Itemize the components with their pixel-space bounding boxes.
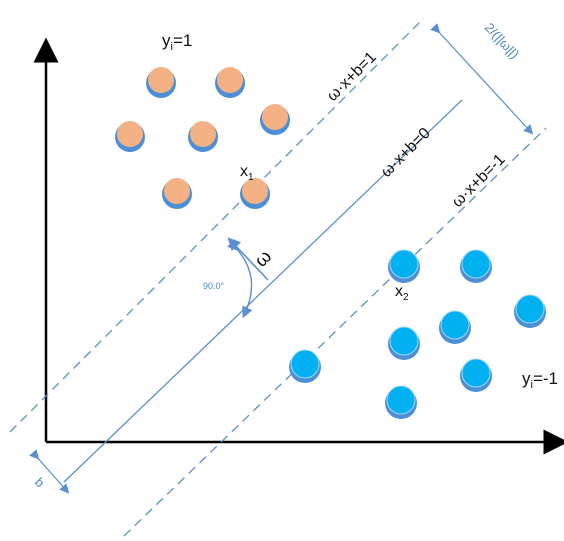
angle-label: 90.0° <box>203 281 225 291</box>
margin-positive-label: ω·x+b=1 <box>324 49 380 105</box>
positive-point <box>162 178 192 209</box>
positive-point <box>188 121 218 152</box>
normal-label: ω <box>251 246 276 271</box>
negative-point <box>439 310 471 344</box>
negative-point <box>289 349 321 383</box>
margin-line-negative <box>123 127 547 537</box>
right-angle-arc <box>227 239 253 319</box>
positive-point <box>260 104 290 135</box>
point-label-x2: x2 <box>395 283 409 303</box>
point-label-x1: x1 <box>240 163 254 183</box>
margin-negative-label: ω·x+b=-1 <box>449 151 509 211</box>
margin-width-label: 2/(||ω||) <box>482 20 522 62</box>
positive-point <box>215 67 245 98</box>
positive-point <box>146 67 176 98</box>
negative-points <box>289 249 546 419</box>
negative-point <box>388 326 420 360</box>
bias-label: b <box>32 475 48 491</box>
margin-width-arrow <box>430 23 534 135</box>
negative-point <box>460 358 492 392</box>
hyperplane-label: ω·x+b=0 <box>378 125 434 181</box>
margin-line-positive <box>9 17 425 433</box>
class-label-positive: yi=1 <box>162 31 192 53</box>
negative-point-x2 <box>388 249 420 283</box>
hyperplane-line <box>63 99 463 483</box>
positive-point <box>115 121 145 152</box>
negative-point <box>460 249 492 283</box>
negative-point <box>514 294 546 328</box>
negative-point <box>385 385 417 419</box>
class-label-negative: yi=-1 <box>522 369 558 391</box>
positive-point-x1 <box>240 178 270 209</box>
bias-arrow <box>29 449 70 494</box>
positive-points <box>115 67 290 209</box>
